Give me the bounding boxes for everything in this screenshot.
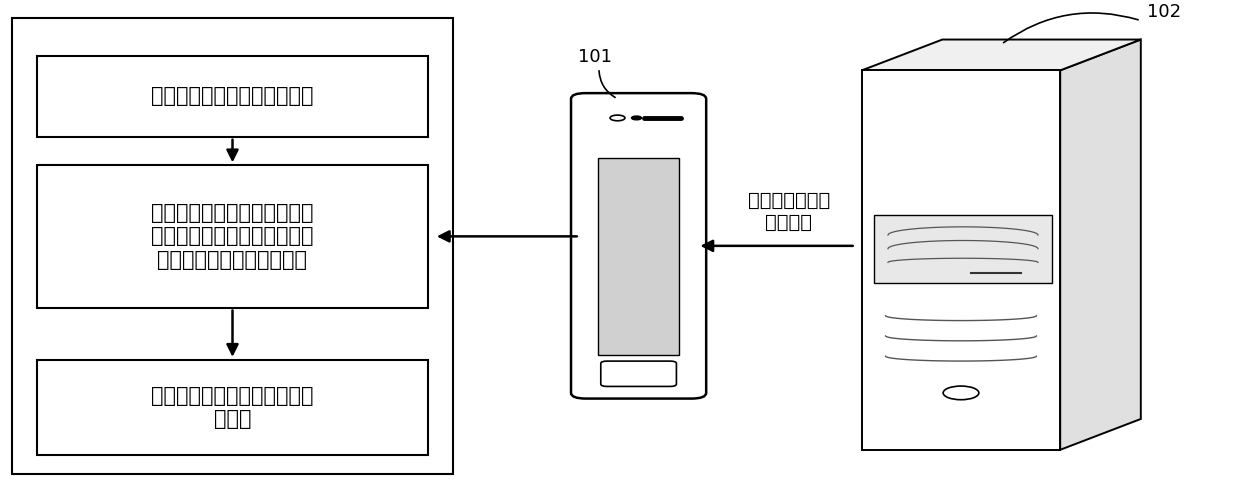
Polygon shape [862,71,1060,450]
Polygon shape [862,40,1141,71]
Text: 102: 102 [1147,2,1182,21]
Text: 上行接收带宽预
测值队列: 上行接收带宽预 测值队列 [748,191,830,232]
Text: 101: 101 [578,48,613,66]
Text: 获取上行接收带宽预测值队列: 获取上行接收带宽预测值队列 [151,86,314,106]
Bar [37,360,428,455]
FancyBboxPatch shape [599,157,680,355]
Polygon shape [1060,40,1141,450]
Bar [12,18,453,473]
Bar [37,56,428,137]
FancyBboxPatch shape [570,93,707,398]
FancyBboxPatch shape [601,361,677,386]
Polygon shape [874,214,1053,283]
Circle shape [631,116,641,120]
Bar [37,165,428,308]
Text: 获取当前发送速率、第一往返
时延队列、丢包率队列和上一
周期的上行发送带宽预测值: 获取当前发送速率、第一往返 时延队列、丢包率队列和上一 周期的上行发送带宽预测值 [151,203,314,270]
Text: 确定当前周期的上行发送带宽
预测值: 确定当前周期的上行发送带宽 预测值 [151,385,314,429]
Circle shape [944,386,978,400]
